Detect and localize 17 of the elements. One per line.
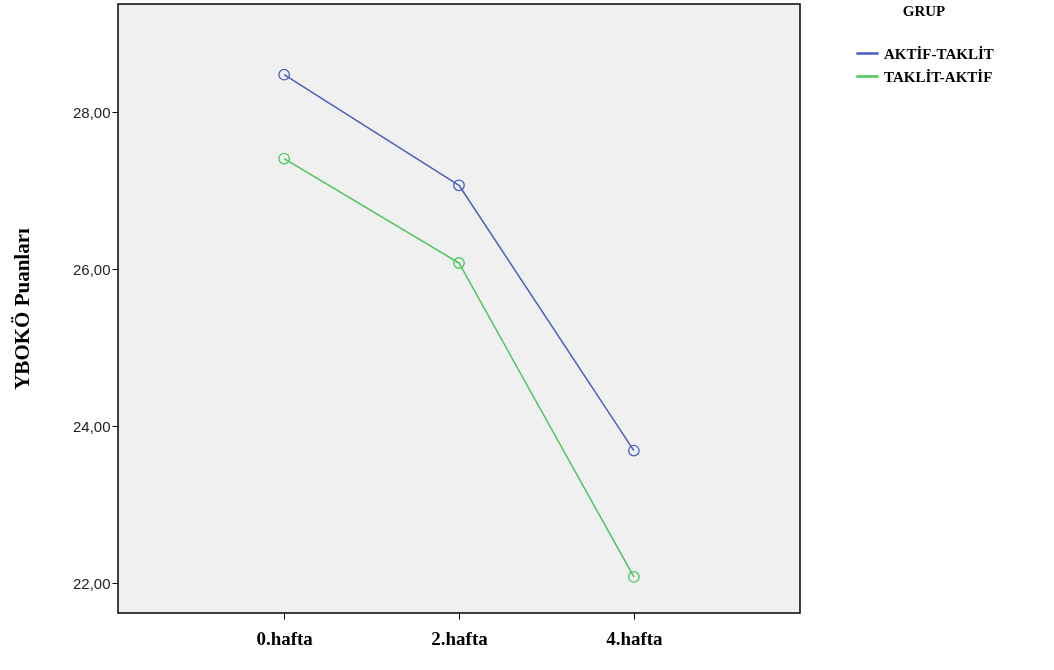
y-tick-label: 28,00 [72, 103, 111, 121]
x-tick-label: 2.hafta [431, 627, 489, 649]
y-tick-label: 22,00 [72, 574, 111, 592]
point [278, 152, 291, 165]
y-tick-label: 26,00 [72, 260, 111, 278]
legend-label: TAKLİT-AKTİF [884, 68, 993, 85]
legend-label: AKTİF-TAKLİT [884, 45, 994, 62]
y-axis-title: YBOKÖ Puanları [9, 228, 34, 390]
point [627, 571, 640, 583]
point [627, 444, 640, 457]
point [453, 179, 465, 192]
y-tick-label: 24,00 [72, 417, 111, 435]
x-tick-label: 4.hafta [606, 627, 664, 649]
point [278, 68, 291, 81]
x-tick-label: 0.hafta [256, 627, 314, 649]
point [453, 257, 465, 269]
legend-title: GRUP [902, 3, 946, 19]
